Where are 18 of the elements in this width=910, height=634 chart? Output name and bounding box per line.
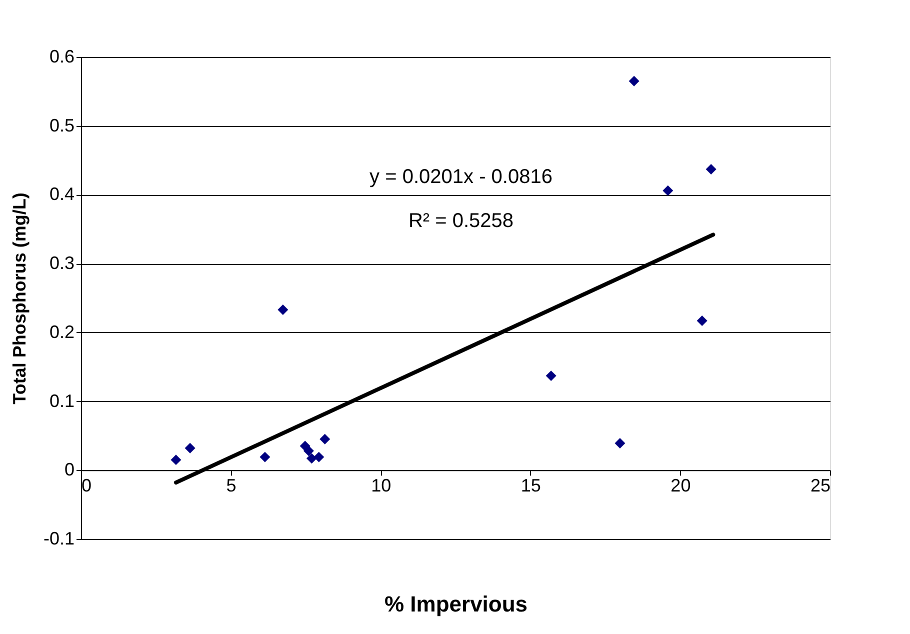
x-tick-label: 20: [670, 476, 691, 496]
y-tick-label: 0.6: [49, 46, 74, 66]
y-tick-label: 0.3: [49, 253, 74, 274]
x-tick-label: 5: [226, 476, 236, 496]
x-tick-label: 15: [520, 476, 541, 496]
y-tick-label: -0.1: [43, 528, 74, 548]
x-tick-label: 25: [810, 476, 830, 496]
x-tick-label: 10: [371, 476, 392, 496]
annotation: y = 0.0201x - 0.0816: [370, 166, 552, 188]
y-tick-label: 0.2: [49, 322, 74, 342]
y-tick-label: 0.1: [49, 390, 74, 411]
annotation: R² = 0.5258: [408, 210, 514, 232]
x-tick-label: 0: [82, 476, 92, 496]
x-axis-title: % Impervious: [384, 592, 528, 616]
y-tick-label: 0: [64, 460, 74, 480]
y-tick-label: 0.5: [49, 115, 74, 136]
y-tick-label: 0.4: [49, 184, 74, 204]
y-axis-title: Total Phosphorus (mg/L): [9, 192, 30, 404]
